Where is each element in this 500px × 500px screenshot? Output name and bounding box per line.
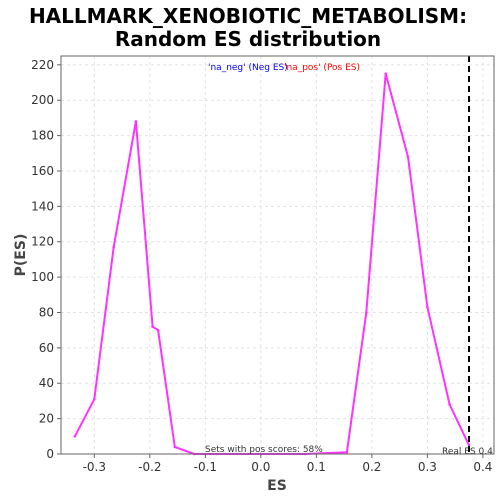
- x-tick-label: -0.1: [194, 460, 217, 474]
- x-tick-label: -0.2: [138, 460, 161, 474]
- pos-scores-annotation: Sets with pos scores: 58%: [205, 445, 323, 455]
- es-data-point: [156, 328, 160, 332]
- y-tick-label: 0: [46, 447, 54, 461]
- es-data-point: [406, 155, 410, 159]
- legend-neg-label: 'na_neg' (Neg ES): [208, 63, 288, 73]
- es-data-point: [345, 450, 349, 454]
- x-tick-label: 0.0: [251, 460, 270, 474]
- y-axis-title: P(ES): [13, 234, 29, 277]
- y-tick-label: 120: [31, 235, 54, 249]
- es-data-point: [467, 443, 471, 447]
- legend-pos-label: 'na_pos' (Pos ES): [284, 63, 360, 73]
- x-tick-label: 0.3: [418, 460, 437, 474]
- y-tick-label: 100: [31, 270, 54, 284]
- es-data-point: [93, 397, 96, 401]
- es-data-point: [448, 403, 451, 406]
- real-es-label: Real ES 0.4: [442, 447, 493, 457]
- y-tick-label: 20: [39, 412, 54, 426]
- es-data-point: [426, 305, 429, 309]
- y-tick-label: 200: [31, 93, 54, 107]
- y-tick-label: 180: [31, 129, 54, 143]
- x-axis-title: ES: [267, 478, 287, 494]
- es-data-point: [112, 245, 116, 249]
- chart-title-line2: Random ES distribution: [115, 27, 381, 51]
- es-data-point: [151, 325, 154, 328]
- grid: [61, 56, 494, 455]
- x-tick-label: 0.1: [307, 460, 326, 474]
- y-tick-label: 40: [39, 376, 54, 390]
- es-data-point: [173, 445, 177, 449]
- chart-title-line1: HALLMARK_XENOBIOTIC_METABOLISM:: [29, 4, 467, 28]
- es-data-point: [134, 120, 138, 123]
- y-tick-label: 140: [31, 199, 54, 213]
- y-tick-label: 160: [31, 164, 54, 178]
- y-tick-label: 220: [31, 58, 54, 72]
- axis-ticks: -0.3 -0.2 -0.1 0.0 0.1 0.2 0.3 0.4 0 20 40 60 80 100 1…: [31, 58, 492, 474]
- es-data-point: [365, 311, 368, 314]
- y-tick-label: 60: [39, 341, 54, 355]
- x-tick-label: -0.3: [83, 460, 106, 474]
- x-tick-label: 0.4: [473, 460, 492, 474]
- y-tick-label: 80: [39, 305, 54, 319]
- es-data-point: [73, 435, 77, 438]
- plot-frame: [60, 55, 495, 455]
- es-data-point: [384, 72, 388, 75]
- x-tick-label: 0.2: [362, 460, 381, 474]
